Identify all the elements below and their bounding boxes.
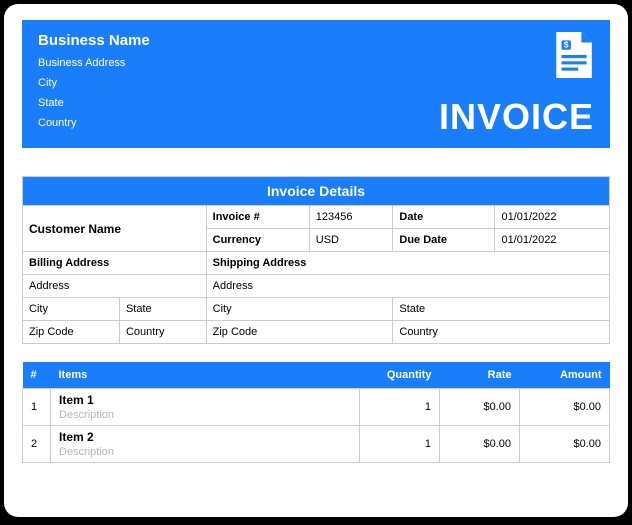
invoice-title: INVOICE — [439, 96, 594, 138]
col-items: Items — [51, 362, 360, 389]
billing-country: Country — [119, 321, 206, 344]
shipping-address: Address — [206, 275, 609, 298]
svg-text:$: $ — [564, 40, 569, 50]
header-right: $ INVOICE — [439, 32, 594, 138]
item-cell: Item 1 Description — [51, 389, 360, 426]
details-header: Invoice Details — [23, 177, 610, 206]
currency-label: Currency — [206, 229, 309, 252]
due-date-value: 01/01/2022 — [495, 229, 610, 252]
business-name: Business Name — [38, 32, 150, 49]
shipping-city: City — [206, 298, 393, 321]
shipping-state: State — [393, 298, 610, 321]
business-country: Country — [38, 117, 150, 129]
item-description: Description — [59, 446, 114, 458]
billing-zip: Zip Code — [23, 321, 120, 344]
item-name: Item 2 — [59, 430, 351, 444]
shipping-zip: Zip Code — [206, 321, 393, 344]
item-amount: $0.00 — [520, 389, 610, 426]
business-info: Business Name Business Address City Stat… — [38, 32, 150, 138]
item-qty: 1 — [360, 426, 440, 463]
shipping-country: Country — [393, 321, 610, 344]
due-date-label: Due Date — [393, 229, 495, 252]
billing-city: City — [23, 298, 120, 321]
business-state: State — [38, 97, 150, 109]
col-number: # — [23, 362, 51, 389]
row-number: 2 — [23, 426, 51, 463]
row-number: 1 — [23, 389, 51, 426]
table-row: 1 Item 1 Description 1 $0.00 $0.00 — [23, 389, 610, 426]
item-qty: 1 — [360, 389, 440, 426]
billing-address-header: Billing Address — [23, 252, 207, 275]
shipping-address-header: Shipping Address — [206, 252, 609, 275]
item-rate: $0.00 — [440, 426, 520, 463]
currency-value: USD — [309, 229, 393, 252]
item-rate: $0.00 — [440, 389, 520, 426]
col-amount: Amount — [520, 362, 610, 389]
item-cell: Item 2 Description — [51, 426, 360, 463]
item-name: Item 1 — [59, 393, 351, 407]
business-address: Business Address — [38, 57, 150, 69]
table-row: 2 Item 2 Description 1 $0.00 $0.00 — [23, 426, 610, 463]
item-description: Description — [59, 409, 114, 421]
billing-address: Address — [23, 275, 207, 298]
line-items-table: # Items Quantity Rate Amount 1 Item 1 De… — [22, 362, 610, 463]
date-label: Date — [393, 206, 495, 229]
business-city: City — [38, 77, 150, 89]
item-amount: $0.00 — [520, 426, 610, 463]
col-quantity: Quantity — [360, 362, 440, 389]
invoice-number-label: Invoice # — [206, 206, 309, 229]
invoice-doc-icon: $ — [552, 32, 594, 78]
invoice-page: Business Name Business Address City Stat… — [4, 4, 628, 517]
billing-state: State — [119, 298, 206, 321]
customer-name-label: Customer Name — [23, 206, 207, 252]
header-banner: Business Name Business Address City Stat… — [22, 20, 610, 148]
date-value: 01/01/2022 — [495, 206, 610, 229]
invoice-number-value: 123456 — [309, 206, 393, 229]
col-rate: Rate — [440, 362, 520, 389]
invoice-details-table: Invoice Details Customer Name Invoice # … — [22, 176, 610, 344]
